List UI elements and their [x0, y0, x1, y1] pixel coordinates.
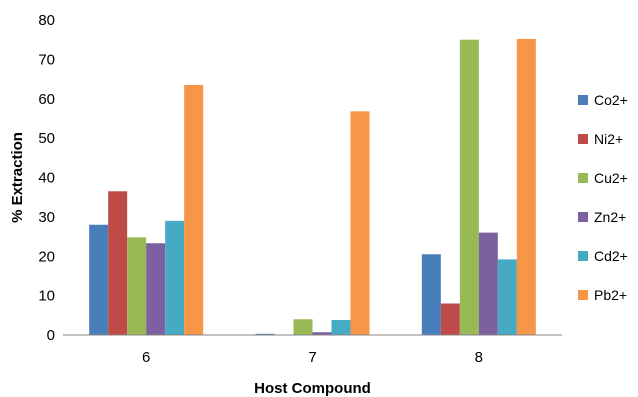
y-tick-label: 0: [47, 327, 55, 344]
y-axis-ticks: 0 10 20 30 40 50 60 70 80: [38, 12, 55, 344]
legend-label: Co2+: [594, 92, 628, 108]
bar: [459, 39, 479, 335]
legend-swatch: [578, 95, 588, 105]
y-axis-title: % Extraction: [9, 132, 26, 223]
bar: [350, 111, 370, 335]
legend-label: Cu2+: [594, 170, 628, 186]
legend-label: Pb2+: [594, 287, 627, 303]
bar: [312, 332, 332, 335]
y-tick-label: 20: [38, 248, 55, 265]
y-tick-label: 60: [38, 91, 55, 108]
legend-label: Zn2+: [594, 209, 626, 225]
bar: [440, 303, 460, 335]
bar: [331, 320, 351, 335]
bar: [421, 254, 441, 335]
legend-swatch: [578, 251, 588, 261]
legend: Co2+ Ni2+ Cu2+ Zn2+ Cd2+ Pb2+: [578, 92, 628, 303]
x-tick-label: 6: [142, 349, 150, 366]
y-tick-label: 40: [38, 170, 55, 187]
x-axis-title: Host Compound: [254, 380, 371, 397]
bar: [255, 333, 275, 335]
x-axis-ticks: 6 7 8: [142, 349, 483, 366]
legend-swatch: [578, 290, 588, 300]
bar: [516, 38, 536, 336]
bars: [89, 38, 536, 336]
legend-swatch: [578, 173, 588, 183]
legend-swatch: [578, 212, 588, 222]
y-tick-label: 70: [38, 51, 55, 68]
bar: [165, 220, 185, 335]
y-tick-label: 80: [38, 12, 55, 29]
bar: [478, 232, 498, 335]
y-tick-label: 50: [38, 130, 55, 147]
bar: [146, 243, 166, 335]
bar: [89, 224, 109, 335]
y-tick-label: 10: [38, 288, 55, 305]
y-tick-label: 30: [38, 209, 55, 226]
bar: [184, 84, 204, 335]
bar: [293, 319, 313, 335]
legend-label: Cd2+: [594, 248, 628, 264]
legend-swatch: [578, 134, 588, 144]
bar: [497, 259, 517, 335]
bar: [127, 237, 147, 335]
bar: [108, 191, 128, 335]
x-tick-label: 8: [475, 349, 483, 366]
x-tick-label: 7: [308, 349, 316, 366]
legend-label: Ni2+: [594, 131, 623, 147]
